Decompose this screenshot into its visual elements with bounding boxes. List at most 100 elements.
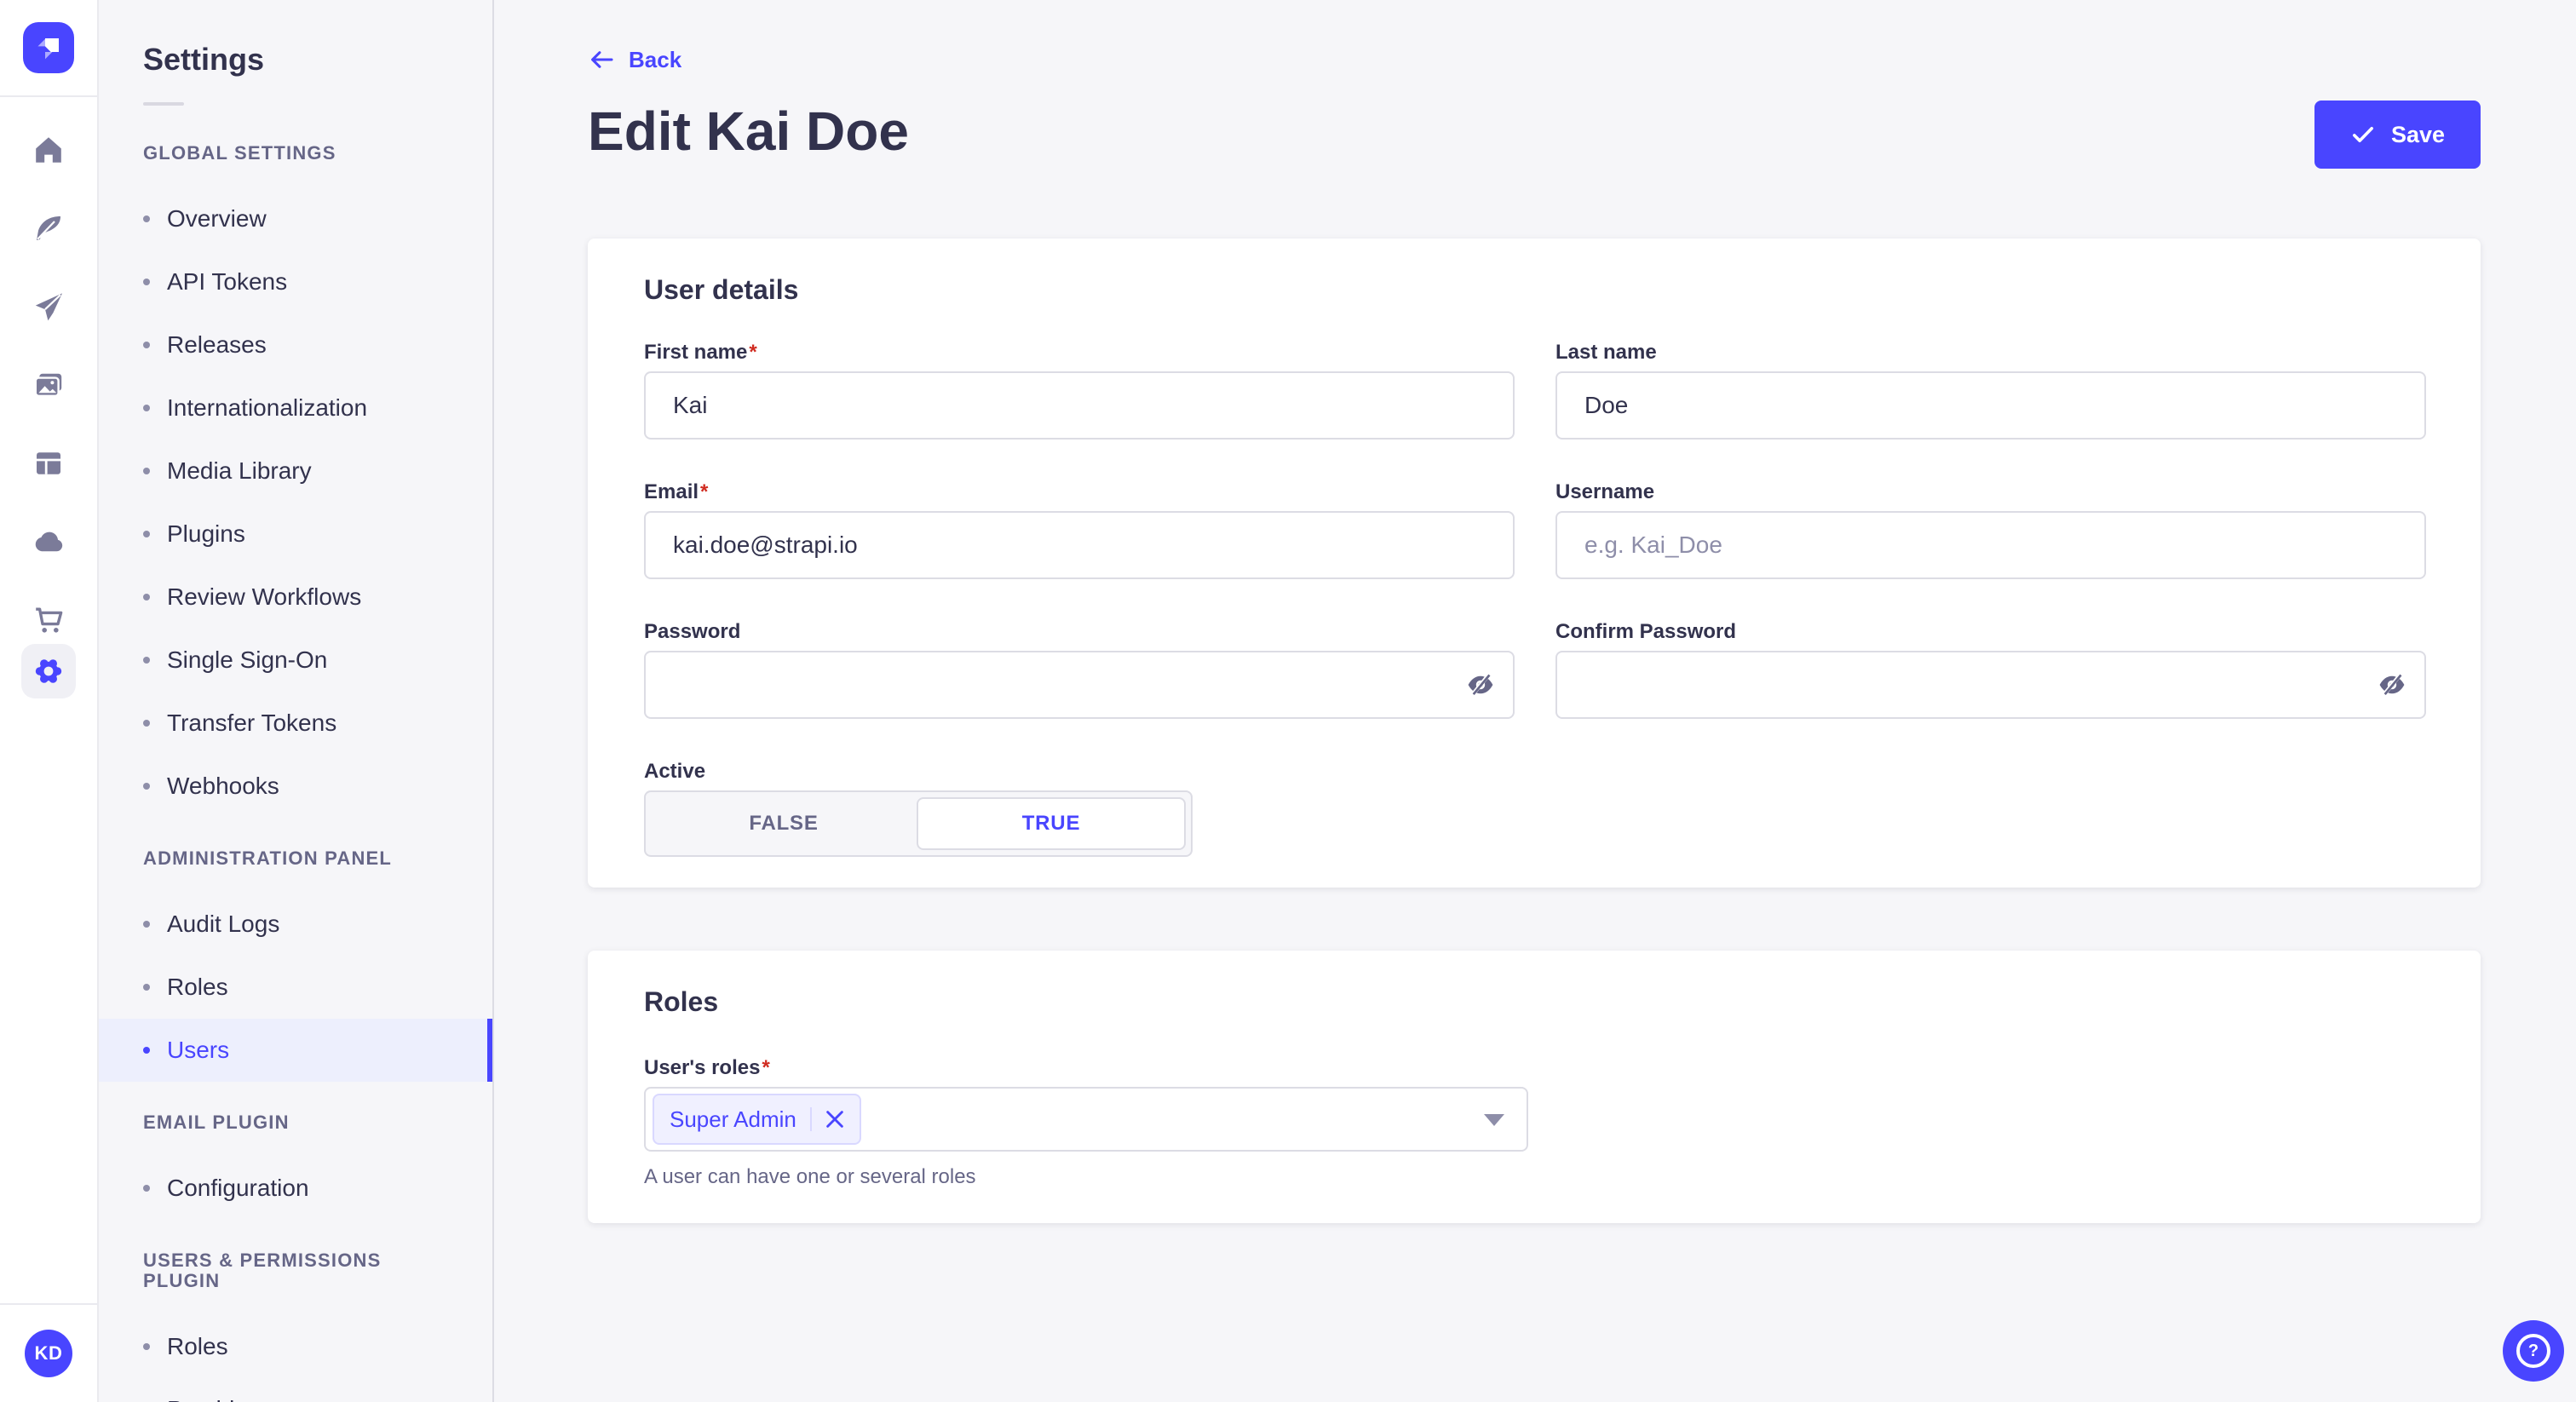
username-field[interactable] — [1555, 511, 2426, 579]
bullet-icon — [143, 342, 150, 348]
password-label: Password — [644, 620, 741, 643]
settings-subnav: Settings GLOBAL SETTINGS Overview API To… — [99, 0, 494, 1402]
icon-rail: KD — [0, 0, 99, 1402]
subnav-item-label: Configuration — [167, 1175, 309, 1201]
settings-icon-active[interactable] — [21, 644, 76, 698]
active-field-group: Active FALSE TRUE — [644, 760, 1515, 857]
users-roles-select[interactable]: Super Admin — [644, 1087, 1528, 1152]
eye-off-icon — [2379, 673, 2405, 697]
rail-header — [0, 0, 97, 97]
back-label: Back — [629, 46, 682, 72]
subnav-item-internationalization[interactable]: Internationalization — [99, 376, 492, 440]
question-mark-icon: ? — [2516, 1334, 2550, 1368]
subnav-item-plugins[interactable]: Plugins — [99, 503, 492, 566]
active-toggle: FALSE TRUE — [644, 790, 1193, 857]
subnav-item-label: Overview — [167, 205, 267, 232]
eye-off-icon — [1468, 673, 1493, 697]
subnav-item-review-workflows[interactable]: Review Workflows — [99, 566, 492, 629]
rail-icon-list — [0, 97, 97, 698]
email-label: Email * — [644, 480, 709, 503]
back-arrow-icon — [591, 51, 613, 68]
bullet-icon — [143, 594, 150, 600]
subnav-item-overview[interactable]: Overview — [99, 187, 492, 250]
strapi-logo-icon — [37, 38, 59, 60]
subnav-item-label: Roles — [167, 974, 228, 1000]
subnav-title: Settings — [143, 42, 265, 77]
username-field-group: Username — [1555, 480, 2426, 579]
bullet-icon — [143, 1047, 150, 1054]
rail-footer: KD — [0, 1303, 97, 1402]
last-name-field[interactable] — [1555, 371, 2426, 440]
subnav-item-transfer-tokens[interactable]: Transfer Tokens — [99, 692, 492, 755]
subnav-item-label: Providers — [167, 1396, 267, 1402]
active-toggle-true[interactable]: TRUE — [917, 797, 1186, 850]
roles-card: Roles User's roles * Super Admin A user c… — [588, 951, 2481, 1223]
section-header-users-permissions-plugin: USERS & PERMISSIONS PLUGIN — [143, 1250, 382, 1291]
confirm-password-visibility-toggle[interactable] — [2377, 669, 2407, 700]
close-icon — [826, 1111, 843, 1128]
roles-title: Roles — [644, 986, 719, 1017]
last-name-label: Last name — [1555, 341, 1657, 364]
subnav-item-label: Releases — [167, 331, 267, 358]
subnav-item-label: Single Sign-On — [167, 646, 328, 673]
subnav-item-audit-logs[interactable]: Audit Logs — [99, 893, 492, 956]
subnav-item-label: Internationalization — [167, 394, 368, 421]
bullet-icon — [143, 405, 150, 411]
check-icon — [2352, 127, 2373, 142]
content-manager-icon[interactable] — [32, 446, 66, 480]
media-library-icon[interactable] — [32, 368, 66, 402]
bullet-icon — [143, 657, 150, 664]
section-header-email-plugin: EMAIL PLUGIN — [143, 1112, 290, 1133]
subnav-item-label: Review Workflows — [167, 583, 362, 610]
confirm-password-label: Confirm Password — [1555, 620, 1737, 643]
bullet-icon — [143, 215, 150, 222]
user-details-title: User details — [644, 274, 799, 305]
subnav-item-admin-roles[interactable]: Roles — [99, 956, 492, 1019]
page-title: Edit Kai Doe — [588, 101, 909, 162]
help-button[interactable]: ? — [2503, 1320, 2564, 1382]
first-name-field[interactable] — [644, 371, 1515, 440]
subnav-divider — [143, 102, 184, 106]
content-type-builder-icon[interactable] — [32, 211, 66, 245]
bullet-icon — [143, 984, 150, 991]
confirm-password-field-group: Confirm Password — [1555, 620, 2426, 719]
user-details-card: User details First name* Last name Email… — [588, 238, 2481, 888]
marketplace-cart-icon[interactable] — [32, 603, 66, 637]
section-header-global-settings: GLOBAL SETTINGS — [143, 142, 336, 164]
bullet-icon — [143, 279, 150, 285]
strapi-logo[interactable] — [23, 22, 74, 73]
subnav-item-providers[interactable]: Providers — [99, 1378, 492, 1402]
subnav-item-label: Media Library — [167, 457, 312, 484]
password-field-group: Password — [644, 620, 1515, 719]
subnav-item-up-roles[interactable]: Roles — [99, 1315, 492, 1378]
home-icon[interactable] — [32, 133, 66, 167]
password-field[interactable] — [644, 651, 1515, 719]
chevron-down-icon — [1484, 1114, 1504, 1126]
subnav-item-media-library[interactable]: Media Library — [99, 440, 492, 503]
first-name-field-group: First name * — [644, 341, 1515, 440]
required-marker: * — [700, 480, 709, 503]
subnav-item-api-tokens[interactable]: API Tokens — [99, 250, 492, 313]
cloud-icon[interactable] — [32, 525, 66, 559]
subnav-item-users[interactable]: Users — [99, 1019, 492, 1082]
role-tag-super-admin: Super Admin — [653, 1094, 861, 1145]
save-button[interactable]: Save — [2314, 101, 2481, 169]
remove-role-button[interactable] — [825, 1110, 844, 1129]
subnav-item-configuration[interactable]: Configuration — [99, 1157, 492, 1220]
bullet-icon — [143, 1185, 150, 1192]
active-toggle-false[interactable]: FALSE — [749, 812, 819, 835]
subnav-item-releases[interactable]: Releases — [99, 313, 492, 376]
email-field[interactable] — [644, 511, 1515, 579]
back-link[interactable]: Back — [588, 46, 681, 73]
required-marker: * — [749, 341, 757, 364]
grid-spacer — [1555, 760, 2426, 857]
roles-hint: A user can have one or several roles — [644, 1165, 976, 1188]
subnav-item-webhooks[interactable]: Webhooks — [99, 755, 492, 818]
user-avatar[interactable]: KD — [25, 1330, 72, 1377]
confirm-password-field[interactable] — [1555, 651, 2426, 719]
role-tag-label: Super Admin — [670, 1106, 796, 1132]
users-roles-label: User's roles * — [644, 1056, 770, 1079]
release-plane-icon[interactable] — [32, 290, 66, 324]
subnav-item-single-sign-on[interactable]: Single Sign-On — [99, 629, 492, 692]
password-visibility-toggle[interactable] — [1465, 669, 1496, 700]
